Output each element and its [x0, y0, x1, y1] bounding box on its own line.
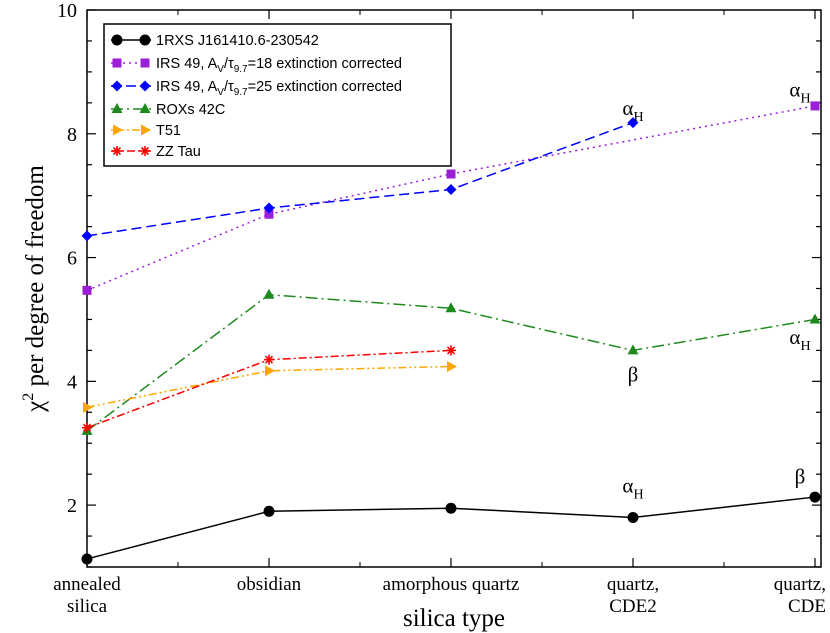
series-s2 [82, 101, 820, 295]
data-point [627, 511, 639, 523]
data-point [809, 491, 821, 503]
x-axis-title: silica type [403, 605, 505, 632]
data-point [82, 422, 92, 433]
annotation-alpha: αH [622, 474, 643, 503]
legend-marker [141, 124, 151, 136]
legend-entry-s3: IRS 49, AV/τ9.7=25 extinction corrected [111, 79, 402, 98]
legend-label: IRS 49, AV/τ9.7=18 extinction corrected [156, 56, 402, 75]
y-tick-label: 6 [67, 248, 77, 270]
data-point [627, 117, 639, 129]
data-point [445, 302, 457, 313]
x-tick-label-line2: CDE2 [609, 596, 657, 617]
data-point [263, 505, 275, 517]
y-axis-title: χ2 per degree of freedom [20, 165, 49, 413]
legend: 1RXS J161410.6-230542 IRS 49, AV/τ9.7=18 … [103, 23, 452, 167]
data-point [263, 202, 275, 214]
series-line [86, 293, 816, 432]
legend-entry-s2: IRS 49, AV/τ9.7=18 extinction corrected [111, 56, 402, 75]
legend-marker [139, 80, 151, 92]
x-tick-label: obsidian [237, 574, 302, 595]
y-tick-label: 2 [67, 495, 77, 517]
legend-label: 1RXS J161410.6-230542 [156, 33, 319, 49]
x-tick-label-line2: silica [67, 596, 108, 617]
legend-label: ROXs 42C [156, 102, 225, 118]
data-point [446, 345, 456, 356]
data-point [81, 553, 93, 565]
annotation-beta: β [628, 362, 639, 386]
data-point [447, 360, 457, 372]
series-s5 [83, 360, 457, 413]
legend-box [103, 23, 452, 167]
data-point [809, 313, 821, 324]
annotation-alpha: αH [622, 96, 643, 125]
x-tick-label: amorphous quartz [383, 574, 520, 595]
series-s3 [81, 117, 639, 242]
y-tick-label: 4 [67, 371, 77, 393]
legend-entry-s6: ZZ Tau [111, 144, 201, 160]
x-tick-label: quartz, [607, 574, 659, 595]
data-point [264, 209, 274, 219]
data-point [263, 288, 275, 299]
legend-marker [112, 58, 122, 68]
data-point [445, 502, 457, 514]
series-s4 [81, 288, 821, 435]
legend-marker [111, 80, 123, 92]
series-s6 [82, 345, 456, 433]
legend-label: IRS 49, AV/τ9.7=25 extinction corrected [156, 79, 402, 98]
data-point [445, 183, 457, 195]
x-tick-label: quartz, [774, 574, 826, 595]
legend-marker [139, 34, 151, 46]
data-point [446, 169, 456, 179]
annotation-beta: β [795, 464, 806, 488]
legend-marker [111, 103, 123, 113]
series-line [86, 121, 634, 237]
data-point [627, 344, 639, 355]
data-point [82, 285, 92, 295]
x-tick-label: annealed [53, 574, 121, 595]
data-point [810, 101, 820, 111]
legend-marker [111, 34, 123, 46]
legend-label: ZZ Tau [156, 144, 201, 160]
data-point [83, 401, 93, 413]
legend-marker [113, 124, 123, 136]
data-point [265, 365, 275, 377]
annotation-alpha: αH [789, 325, 810, 354]
legend-entry-s5: T51 [111, 123, 181, 139]
legend-entry-s4: ROXs 42C [111, 102, 225, 118]
data-point [264, 354, 274, 365]
legend-marker [140, 146, 150, 156]
data-point [81, 230, 93, 242]
legend-entry-s1: 1RXS J161410.6-230542 [111, 33, 319, 49]
legend-marker [140, 58, 150, 68]
series-s1 [81, 491, 821, 565]
annotation-alpha: αH [789, 78, 810, 107]
y-tick-label: 8 [67, 124, 77, 146]
legend-label: T51 [156, 123, 181, 139]
y-tick-label: 10 [57, 0, 77, 22]
x-tick-label-line2: CDE [788, 596, 826, 617]
legend-marker [112, 146, 122, 156]
legend-marker [139, 103, 151, 113]
